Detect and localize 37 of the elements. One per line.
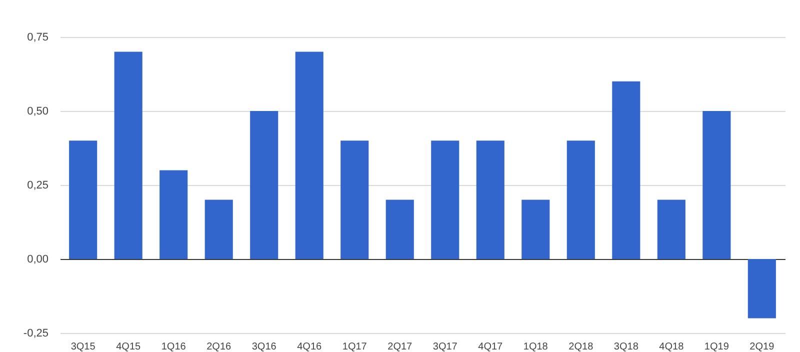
y-tick-label: 0,00 [27, 254, 48, 266]
bar [612, 81, 640, 259]
x-tick-label: 4Q18 [659, 342, 684, 352]
x-tick-label: 2Q16 [206, 342, 232, 352]
bar [748, 259, 776, 318]
x-tick-label: 1Q17 [342, 342, 368, 352]
x-tick-label: 4Q15 [116, 342, 142, 352]
bar [114, 52, 142, 259]
x-tick-label: 1Q18 [523, 342, 548, 352]
bar [702, 111, 731, 259]
x-tick-label: 3Q17 [432, 342, 458, 352]
y-tick-label: -0,25 [23, 328, 48, 340]
y-tick-label: 0,25 [27, 180, 48, 192]
x-tick-label: 2Q17 [388, 342, 413, 352]
x-tick-label: 1Q16 [161, 342, 186, 352]
x-tick-label: 4Q17 [478, 342, 504, 352]
bar [250, 111, 278, 259]
x-tick-label: 2Q19 [750, 342, 775, 352]
x-tick-label: 3Q18 [614, 342, 639, 352]
bar [204, 200, 233, 259]
bar [69, 140, 98, 259]
bar [657, 200, 686, 259]
bar [295, 52, 324, 259]
x-tick-label: 4Q16 [297, 342, 322, 352]
bar [340, 140, 369, 259]
x-tick-label: 3Q16 [252, 342, 277, 352]
bar [386, 200, 414, 259]
bar [431, 140, 460, 259]
y-tick-label: 0,50 [27, 106, 48, 118]
x-tick-label: 2Q18 [568, 342, 594, 352]
y-tick-label: 0,75 [27, 32, 48, 44]
bar [476, 140, 504, 259]
bar [522, 200, 550, 259]
bar [566, 140, 595, 259]
x-tick-label: 1Q19 [704, 342, 730, 352]
bar [160, 170, 188, 259]
x-tick-label: 3Q15 [70, 342, 96, 352]
